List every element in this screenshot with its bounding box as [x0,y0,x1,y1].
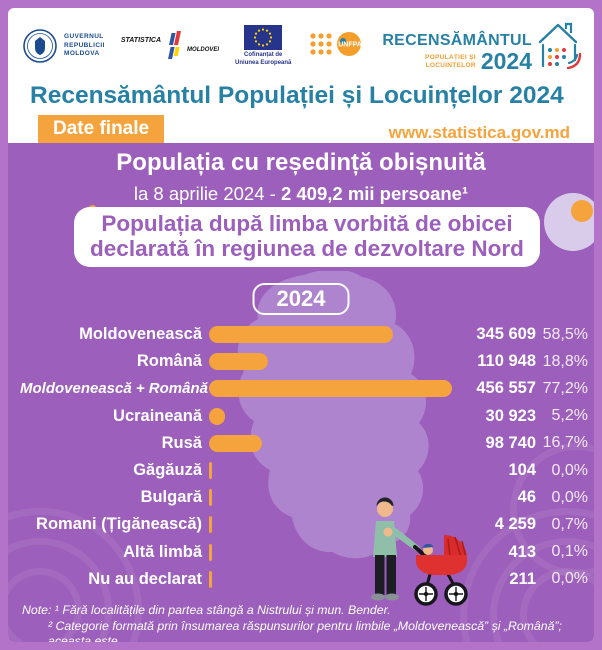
unfpa-icon: UNFPA [310,31,363,56]
value-bar [209,543,212,561]
census-house-icon [538,22,582,70]
website-link[interactable]: www.statistica.gov.md [388,123,570,142]
eu-logo: Cofinanțat de Uniunea Europeană [235,25,291,67]
value-count: 345 609 [476,325,536,344]
census-2024-logo: RECENSĂMÂNTUL POPULAȚIEI ȘI LOCUINȚELOR … [382,20,582,73]
value-count: 211 [509,569,536,588]
chart-rows: Moldovenească 345 609 58,5% Română 110 9… [20,321,588,593]
language-row: Bulgară 46 0,0% [20,484,588,511]
value-bar [209,434,262,452]
census-logo-text: RECENSĂMÂNTUL POPULAȚIEI ȘI LOCUINȚELOR … [382,32,532,72]
date-finale-badge: Date finale [38,115,165,143]
language-label: Altă limbă [123,542,202,561]
bar-cell [202,516,461,534]
value-percent: 0,0% [551,461,588,479]
bar-cell [202,462,461,480]
value-count: 30 923 [485,406,536,425]
census-logo-subtitle: POPULAȚIEI ȘI LOCUINȚELOR [424,53,476,69]
moldova-coat-of-arms-icon [23,29,57,63]
language-label: Moldovenească + Română ² [20,380,218,398]
value-percent: 18,8% [542,352,588,370]
eu-caption: Cofinanțat de Uniunea Europeană [235,52,292,66]
language-label: Rusă [161,433,202,452]
value-count: 4 259 [494,515,536,534]
language-row: Ucraineană 30 923 5,2% [20,403,588,430]
value-count: 110 948 [477,352,536,371]
census-logo-year: 2024 [480,48,532,75]
census-logo-title: RECENSĂMÂNTUL [382,32,532,50]
government-logo: GUVERNUL REPUBLICII MOLDOVA [22,28,105,64]
bar-cell [202,489,461,507]
language-label: Găgăuză [133,461,202,480]
year-badge: 2024 [252,283,350,315]
language-label: Nu au declarat [88,569,202,588]
statistica-logo-text: STATISTICA [120,37,162,44]
value-count: 98 740 [485,433,536,452]
value-count: 104 [508,461,536,480]
content-card: GUVERNUL REPUBLICII MOLDOVA STATISTICA M… [8,8,594,642]
language-row: Nu au declarat 211 0,0% [20,566,588,593]
hero-subtitle: la 8 aprilie 2024 - 2 409,2 mii persoane… [133,183,469,204]
government-logo-text: GUVERNUL REPUBLICII MOLDOVA [64,33,105,58]
language-row: Rusă 98 740 16,7% [20,430,588,457]
value-bar [209,353,269,371]
language-row: Găgăuză 104 0,0% [20,457,588,484]
value-count: 456 557 [476,379,536,398]
bar-cell [202,380,461,398]
decorative-circle [544,193,594,251]
value-count: 46 [517,488,536,507]
man-with-pram-illustration [371,497,468,606]
svg-text:UNFPA: UNFPA [339,41,363,48]
eu-flag-icon [244,25,283,50]
footnote-1: Note: ¹ Fără localitățile din partea stâ… [22,603,391,617]
value-percent: 0,1% [551,543,588,561]
footnote-2: ² Categorie formată prin însumarea răspu… [48,618,562,642]
statistica-logo-text2: MOLDOVEI [187,47,220,53]
bar-cell [202,326,461,344]
language-row: Română 110 948 18,8% [20,348,588,375]
statistica-moldovei-logo: STATISTICA MOLDOVEI [121,31,219,61]
value-bar [209,380,452,398]
value-count: 413 [508,542,536,561]
value-percent: 16,7% [542,434,588,452]
language-row: Moldovenească + Română ² 456 557 77,2% [20,375,588,402]
value-bar [209,489,212,507]
bar-cell [202,570,461,588]
language-label: Bulgară [140,488,202,507]
footnotes: Note: ¹ Fără localitățile din partea stâ… [22,603,586,642]
value-bar [209,516,212,534]
language-label: Romani (Țigănească) [36,515,202,534]
value-percent: 5,2% [551,407,588,425]
value-percent: 0,7% [551,515,588,533]
bar-cell [202,543,461,561]
partner-logos: GUVERNUL REPUBLICII MOLDOVA STATISTICA M… [22,18,369,74]
value-percent: 0,0% [551,488,588,506]
value-bar [209,407,226,425]
bar-cell [202,434,461,452]
chart-title-box: Populația după limba vorbită de obicei d… [74,207,540,267]
page-title: Recensământul Populației și Locuințelor … [30,82,564,109]
unfpa-logo: UNFPA [307,29,369,64]
bar-cell [202,407,461,425]
bar-cell [202,353,461,371]
language-label: Română [136,352,202,371]
value-bar [209,570,212,588]
language-row: Moldovenească 345 609 58,5% [20,321,588,348]
hero-title: Populația cu reședință obișnuită [116,149,486,176]
value-bar [209,326,393,344]
value-percent: 58,5% [542,325,588,343]
language-row: Altă limbă 413 0,1% [20,539,588,566]
language-label: Moldovenească [79,325,202,344]
language-label: Ucraineană [113,406,202,425]
statistica-bars-icon [168,31,182,59]
language-row: Romani (Țigănească) 4 259 0,7% [20,511,588,538]
chart-panel: Populația cu reședință obișnuită la 8 ap… [8,143,594,642]
value-percent: 0,0% [551,570,588,588]
value-bar [209,462,212,480]
value-percent: 77,2% [542,379,588,397]
